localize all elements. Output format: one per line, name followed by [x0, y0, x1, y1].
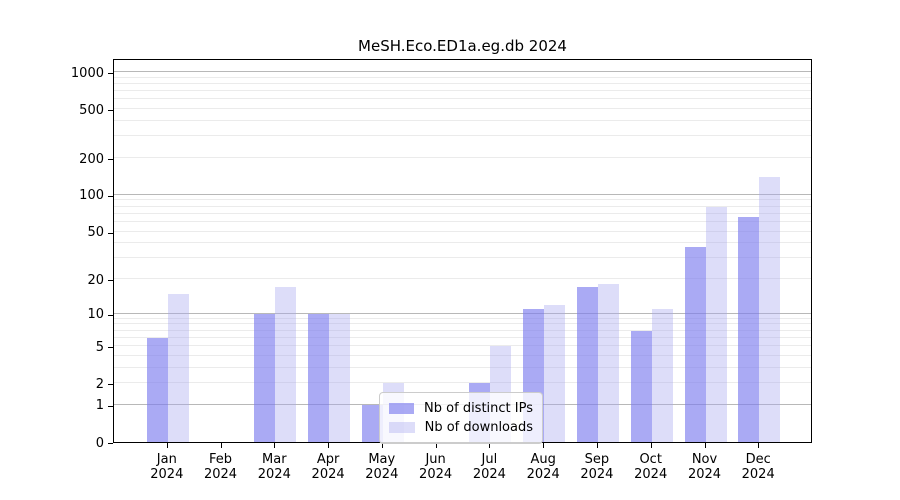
x-tick-mark [381, 443, 383, 448]
y-tick-mark [108, 195, 113, 197]
gridline [114, 366, 811, 368]
y-tick-label: 5 [95, 339, 104, 355]
gridline [114, 230, 811, 232]
gridline [114, 83, 811, 84]
x-tick-mark [650, 443, 652, 448]
gridline [114, 312, 811, 314]
bar-downloads-aug [544, 304, 566, 442]
gridline [114, 98, 811, 100]
gridline [114, 354, 811, 356]
y-tick-label: 2 [95, 376, 104, 392]
y-tick-mark [108, 73, 113, 74]
plot-area [113, 59, 812, 443]
bar-downloads-dec [759, 177, 781, 442]
x-tick-label-jan: Jan 2024 [150, 452, 184, 482]
y-tick-label: 1000 [70, 65, 104, 81]
x-tick-label-nov: Nov 2024 [687, 452, 722, 482]
x-tick-label-aug: Aug 2024 [526, 452, 560, 482]
gridline [114, 199, 811, 201]
x-tick-mark [328, 443, 330, 448]
x-tick-label-jul: Jul 2024 [472, 452, 506, 482]
gridline [114, 336, 811, 338]
y-tick-mark [108, 384, 113, 386]
bar-distinct-ips-sep [576, 287, 598, 442]
gridline [114, 323, 811, 325]
bar-distinct-ips-oct [630, 330, 652, 442]
gridline [114, 205, 811, 207]
legend-item-distinct-ips: Nb of distinct IPs [389, 399, 533, 418]
x-tick-label-dec: Dec 2024 [741, 452, 775, 482]
x-tick-mark [596, 443, 598, 448]
y-tick-label: 10 [87, 307, 104, 323]
bar-distinct-ips-may [361, 404, 383, 442]
gridline [114, 345, 811, 347]
y-tick-label: 200 [79, 151, 104, 167]
legend: Nb of distinct IPs Nb of downloads [379, 392, 543, 444]
distinct-ips-swatch-icon [389, 403, 415, 414]
x-tick-mark [220, 443, 222, 448]
x-tick-label-oct: Oct 2024 [634, 452, 668, 482]
y-tick-mark [108, 443, 113, 444]
gridline [114, 157, 811, 158]
y-tick-label: 1 [95, 398, 104, 414]
y-tick-label: 0 [95, 435, 104, 451]
gridline [114, 242, 811, 244]
chart-title: MeSH.Eco.ED1a.eg.db 2024 [358, 37, 567, 55]
legend-item-downloads: Nb of downloads [389, 418, 533, 437]
x-tick-label-jun: Jun 2024 [419, 452, 453, 482]
gridline [114, 76, 811, 78]
bar-distinct-ips-mar [254, 313, 276, 442]
x-tick-label-apr: Apr 2024 [311, 452, 345, 482]
gridline [114, 212, 811, 214]
y-tick-label: 20 [87, 272, 104, 288]
y-tick-mark [108, 405, 113, 407]
x-tick-mark [704, 443, 706, 448]
gridline [114, 71, 811, 72]
x-tick-mark [543, 443, 545, 448]
y-tick-label: 100 [79, 188, 104, 204]
gridline [114, 220, 811, 222]
gridline [114, 382, 811, 384]
y-tick-mark [108, 110, 113, 112]
gridline [114, 120, 811, 121]
x-tick-label-feb: Feb 2024 [203, 452, 238, 482]
x-tick-label-mar: Mar 2024 [257, 452, 291, 482]
bar-downloads-nov [705, 206, 727, 442]
y-tick-mark [108, 314, 113, 316]
x-tick-mark [758, 443, 760, 448]
bar-downloads-apr [329, 313, 351, 442]
y-tick-mark [108, 159, 113, 160]
legend-label: Nb of distinct IPs [424, 401, 533, 416]
bar-downloads-sep [597, 284, 619, 442]
legend-label: Nb of downloads [424, 420, 533, 435]
bar-distinct-ips-dec [738, 216, 760, 442]
x-tick-label-may: May 2024 [365, 452, 399, 482]
y-tick-label: 50 [87, 225, 104, 240]
downloads-swatch-icon [389, 422, 415, 433]
gridline [114, 317, 811, 319]
y-tick-mark [108, 280, 113, 281]
y-tick-mark [108, 232, 113, 234]
gridline [114, 135, 811, 137]
gridline [114, 257, 811, 259]
bar-distinct-ips-apr [308, 313, 330, 442]
gridline [114, 193, 811, 195]
bar-downloads-jan [167, 293, 189, 442]
x-tick-mark [435, 443, 437, 448]
x-tick-mark [489, 443, 491, 448]
bar-downloads-mar [275, 287, 297, 442]
bar-downloads-oct [651, 308, 673, 442]
x-tick-mark [166, 443, 168, 448]
bar-distinct-ips-jan [146, 337, 168, 442]
gridline [114, 278, 811, 279]
x-tick-mark [274, 443, 276, 448]
y-tick-label: 500 [79, 102, 104, 118]
gridline [114, 329, 811, 331]
y-tick-mark [108, 347, 113, 349]
x-tick-label-sep: Sep 2024 [580, 452, 614, 482]
gridline [114, 108, 811, 110]
gridline [114, 90, 811, 92]
bar-distinct-ips-nov [684, 247, 706, 442]
